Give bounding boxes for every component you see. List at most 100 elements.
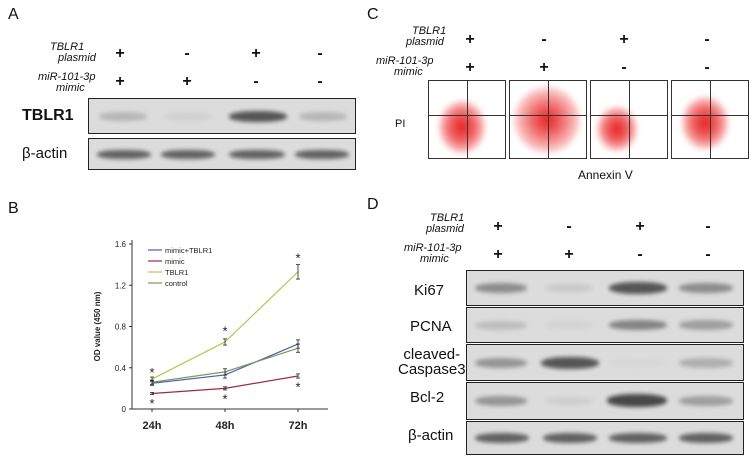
band xyxy=(475,433,529,443)
panel-d-blot-actin xyxy=(466,421,744,455)
panel-c-plasmid-sign-4: - xyxy=(704,31,710,48)
band xyxy=(475,358,527,368)
flow-plot-1 xyxy=(428,80,506,159)
panel-d-mimic-sign-1: + xyxy=(493,246,503,263)
panel-d-mimic-sign-2: + xyxy=(564,246,574,263)
y-axis-label: OD value (450 nm) xyxy=(93,291,102,361)
flow-plot-4 xyxy=(671,80,749,159)
panel-d-plasmid-sign-2: - xyxy=(566,218,572,235)
panel-d-mimic-sign-3: - xyxy=(637,246,643,263)
band xyxy=(545,397,593,405)
panel-a-plasmid-sign-4: - xyxy=(317,45,323,62)
band xyxy=(607,394,667,407)
panel-d-blot-cleaved-caspase3 xyxy=(466,344,744,381)
quadrant-line-vertical xyxy=(710,81,711,158)
quadrant-line-horizontal xyxy=(591,114,667,116)
panel-a-mimic-sign-3: - xyxy=(253,73,259,90)
panel-a-mimic-sign-4: - xyxy=(317,73,323,90)
panel-a-mimic-sign-1: + xyxy=(115,73,125,90)
band xyxy=(299,112,347,121)
panel-d-label: D xyxy=(367,196,379,213)
panel-d-plasmid-label: TBLR1 plasmid xyxy=(426,212,465,235)
panel-c-xlabel: Annexin V xyxy=(578,168,633,182)
band xyxy=(295,150,349,159)
panel-c-mimic-sign-4: - xyxy=(704,59,710,76)
cell-population xyxy=(439,101,485,153)
y-tick-label: 0.8 xyxy=(115,323,127,332)
panel-c-mimic-sign-3: - xyxy=(621,59,627,76)
band xyxy=(161,150,215,159)
cell-population xyxy=(597,107,637,151)
panel-c-mimic-sign-1: + xyxy=(465,59,475,76)
band xyxy=(229,111,287,122)
panel-a-row-label-tblr1: TBLR1 xyxy=(22,107,74,124)
od-line-chart: 0 0.4 0.8 1.2 1.6 24h 48h 72h OD value (450 nm) *… xyxy=(93,240,328,432)
significance-star: * xyxy=(295,379,300,394)
x-tick-label: 48h xyxy=(216,420,235,432)
panel-a-mimic-sign-2: + xyxy=(182,73,192,90)
legend-label: mimic xyxy=(165,257,185,266)
band xyxy=(609,282,667,294)
panel-d-row-label-cleaved-caspase3: cleaved- Caspase3 xyxy=(398,346,466,378)
panel-c-plasmid-label: TBLR1 plasmid xyxy=(406,25,447,48)
panel-c-plasmid-sign-2: - xyxy=(541,31,547,48)
panel-d-plasmid-sign-4: - xyxy=(705,218,711,235)
band xyxy=(679,396,733,406)
band xyxy=(679,433,733,443)
panel-c-ylabel: PI xyxy=(395,118,406,130)
y-tick-label: 1.6 xyxy=(115,240,127,249)
panel-d-mimic-sign-4: - xyxy=(705,246,711,263)
panel-a-plasmid-sign-2: - xyxy=(184,45,190,62)
band xyxy=(164,112,212,121)
cell-population xyxy=(514,87,580,153)
flow-plot-3 xyxy=(590,80,668,159)
panel-a-mimic-label: miR-101-3p mimic xyxy=(38,71,96,94)
panel-d-plasmid-sign-1: + xyxy=(493,218,503,235)
significance-star: * xyxy=(149,396,154,411)
panel-c-mimic-label: miR-101-3p mimic xyxy=(376,55,434,78)
band xyxy=(229,150,285,159)
flow-plot-2 xyxy=(509,80,587,159)
band xyxy=(609,433,667,443)
panel-a-blot-tblr1 xyxy=(88,98,356,134)
quadrant-line-horizontal xyxy=(510,114,586,116)
x-tick-label: 24h xyxy=(143,420,162,432)
cell-population xyxy=(682,97,728,149)
panel-a-plasmid-label: TBLR1 plasmid xyxy=(50,41,96,64)
band xyxy=(609,320,667,330)
significance-star: * xyxy=(295,250,300,265)
panel-d-mimic-label: miR-101-3p mimic xyxy=(404,242,462,265)
panel-d-row-label-bcl2: Bcl-2 xyxy=(410,389,445,406)
band xyxy=(679,358,733,368)
panel-d-blot-bcl2 xyxy=(466,382,744,420)
panel-c-plasmid-sign-3: + xyxy=(619,31,629,48)
panel-c-plasmid-sign-1: + xyxy=(465,31,475,48)
y-tick-label: 1.2 xyxy=(115,281,127,290)
quadrant-line-vertical xyxy=(629,81,630,158)
band xyxy=(545,284,593,292)
band xyxy=(97,150,151,159)
band xyxy=(545,321,593,329)
band xyxy=(475,283,527,293)
significance-star: * xyxy=(149,365,154,380)
panel-a-plasmid-sign-1: + xyxy=(115,45,125,62)
panel-d-row-label-pcna: PCNA xyxy=(410,318,452,335)
panel-a-label: A xyxy=(8,6,19,23)
panel-d-blot-ki67 xyxy=(466,270,744,306)
band xyxy=(541,357,599,369)
y-tick-label: 0 xyxy=(122,405,127,414)
band xyxy=(475,321,527,330)
band xyxy=(609,359,667,367)
quadrant-line-horizontal xyxy=(672,114,748,116)
quadrant-line-vertical xyxy=(548,81,549,158)
band xyxy=(99,112,147,121)
significance-star: * xyxy=(222,324,227,339)
band xyxy=(543,433,597,443)
x-tick-label: 72h xyxy=(289,420,308,432)
panel-d-row-label-actin: β-actin xyxy=(408,427,454,444)
significance-star: * xyxy=(222,392,227,407)
legend-label: control xyxy=(165,279,188,288)
panel-c-mimic-sign-2: + xyxy=(539,59,549,76)
panel-a-blot-actin xyxy=(88,138,356,170)
panel-b-label: B xyxy=(8,200,19,217)
